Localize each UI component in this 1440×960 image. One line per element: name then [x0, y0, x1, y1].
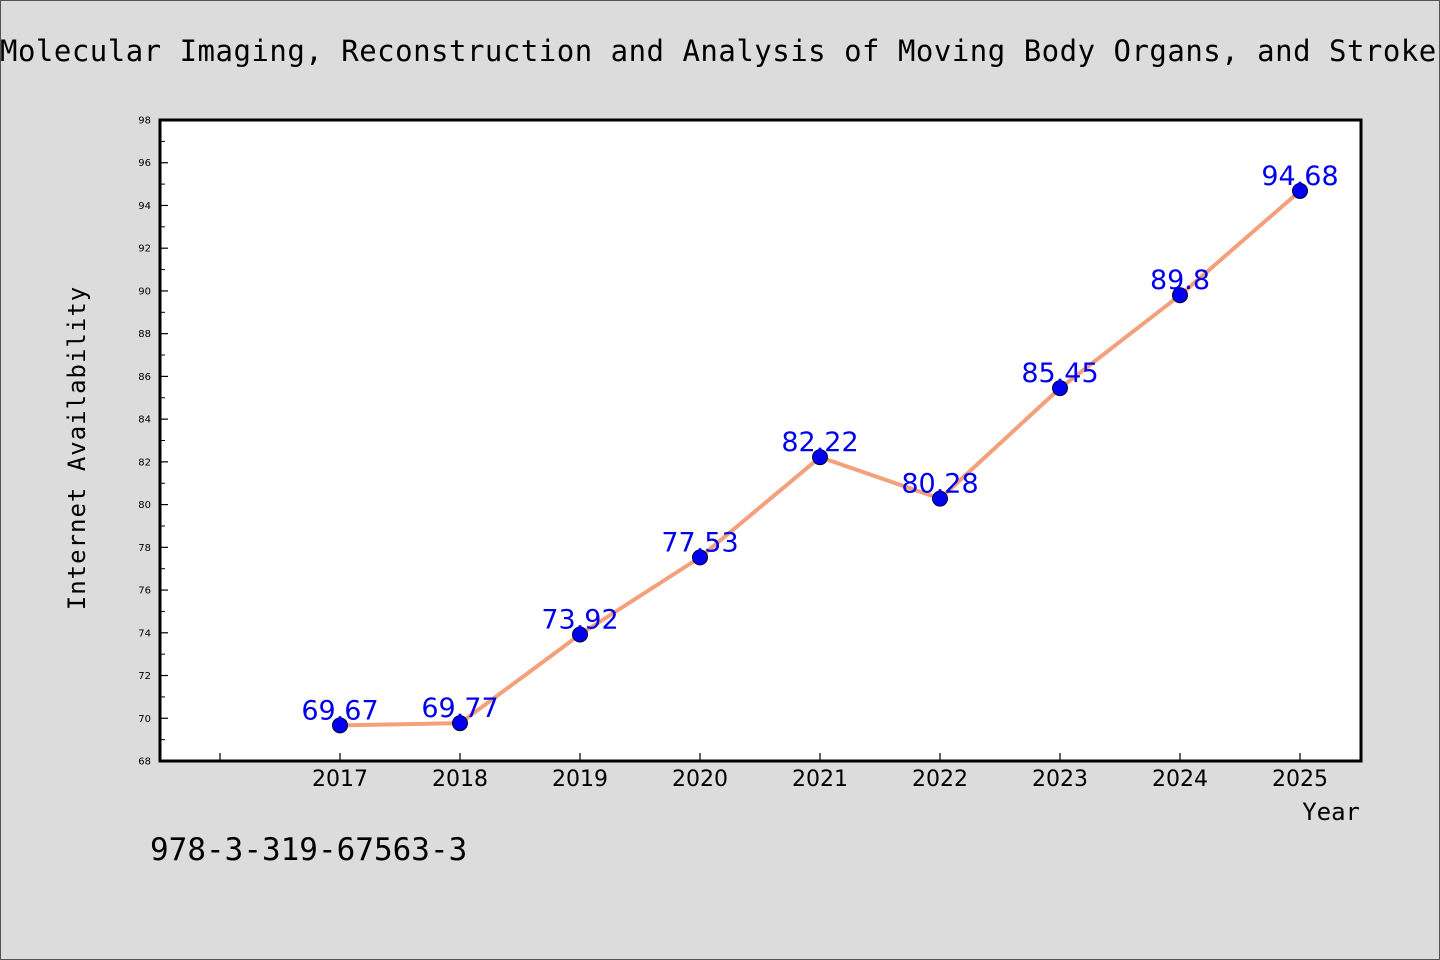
y-tick-label: 98: [138, 116, 151, 127]
x-tick-label: 2025: [1272, 767, 1328, 792]
y-tick-label: 88: [138, 329, 151, 340]
data-markers: [332, 182, 1308, 734]
x-tick-label: 2020: [672, 767, 728, 792]
data-point: [812, 449, 828, 466]
data-point: [692, 549, 708, 566]
x-tick-label: 2024: [1152, 767, 1208, 792]
y-tick-label: 90: [138, 286, 151, 297]
y-tick-label: 96: [138, 158, 151, 169]
y-tick-label: 80: [138, 500, 151, 511]
y-axis-label: Internet Availability: [63, 286, 91, 610]
y-tick-label: 94: [138, 201, 151, 212]
data-label: 69.67: [301, 695, 378, 726]
x-tick-label: 2018: [432, 767, 488, 792]
x-tick-label: 2017: [312, 767, 368, 792]
data-point: [332, 717, 348, 734]
y-tick-label: 74: [138, 628, 151, 639]
x-axis-label: Year: [1302, 798, 1360, 826]
data-point: [572, 626, 588, 643]
x-tick-label: 2021: [792, 767, 848, 792]
data-label: 89.8: [1150, 265, 1210, 296]
data-label: 85.45: [1021, 358, 1098, 389]
y-tick-label: 70: [138, 714, 151, 725]
y-tick-label: 78: [138, 543, 151, 554]
x-tick-label: 2022: [912, 767, 968, 792]
plot-area: [158, 118, 1363, 763]
chart-title: Molecular Imaging, Reconstruction and An…: [0, 34, 1437, 68]
y-tick-label: 68: [138, 757, 151, 768]
y-tick-label: 76: [138, 586, 151, 597]
data-point: [1172, 287, 1188, 304]
data-label: 94.68: [1261, 161, 1338, 192]
y-tick-label: 82: [138, 457, 151, 468]
data-label: 82.22: [781, 427, 858, 458]
y-tick-label: 86: [138, 372, 151, 383]
data-label: 77.53: [661, 527, 738, 558]
data-label: 80.28: [901, 469, 978, 500]
y-tick-label: 84: [138, 415, 151, 426]
x-axis: 2017 2018 2019 2020 2021 2022 2023 2024 2025: [219, 753, 1328, 792]
x-tick-label: 2023: [1032, 767, 1088, 792]
data-label: 69.77: [421, 693, 498, 724]
data-label: 73.92: [541, 605, 618, 636]
data-point: [1052, 380, 1068, 397]
y-axis: 68 70 72 74 76 78 80 82 84 86 88 90 92 94 96 98: [138, 116, 168, 768]
data-point: [932, 490, 948, 507]
y-tick-label: 72: [138, 671, 151, 682]
data-point: [452, 715, 468, 732]
isbn-footer: 978-3-319-67563-3: [150, 832, 468, 868]
y-tick-label: 92: [138, 244, 151, 255]
x-tick-label: 2019: [552, 767, 608, 792]
data-labels: 69.67 69.77 73.92 77.53 82.22 80.28 85.45 89.8 9…: [301, 161, 1338, 726]
data-point: [1292, 182, 1308, 199]
